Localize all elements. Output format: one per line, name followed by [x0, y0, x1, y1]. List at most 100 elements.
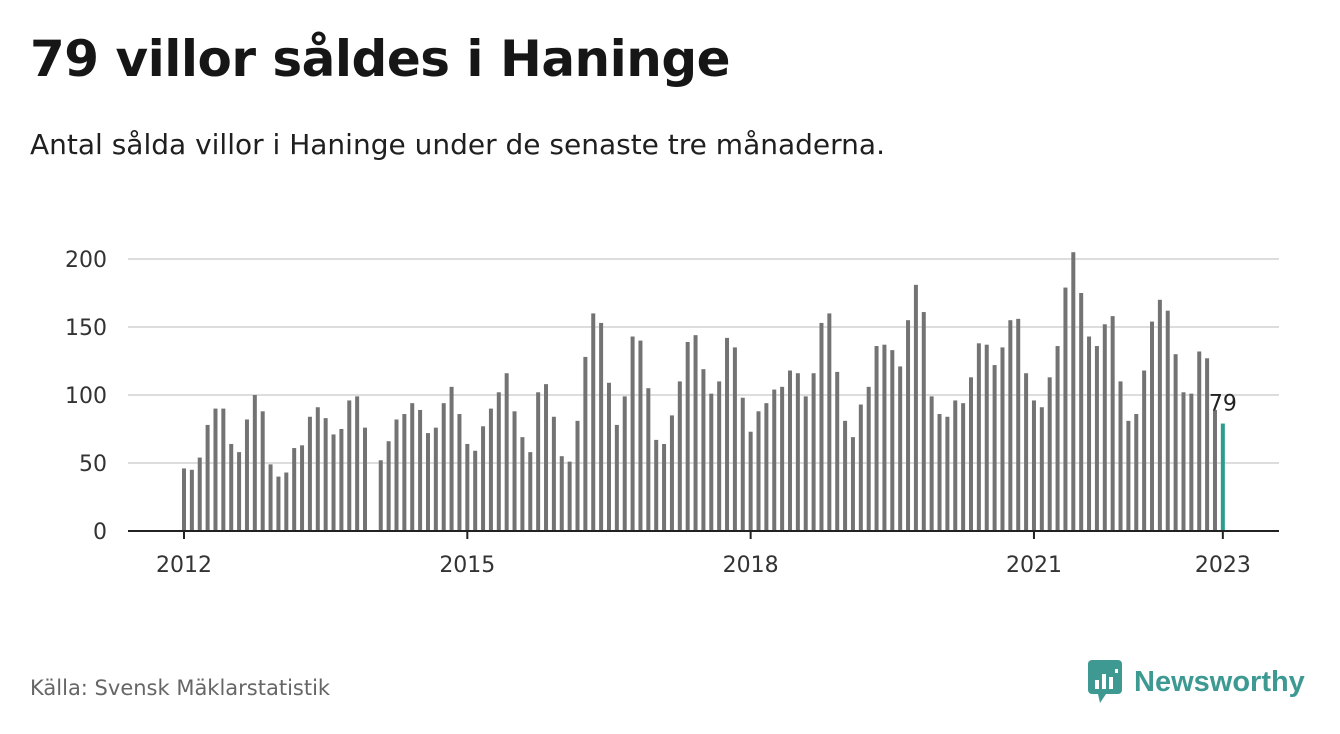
bar [780, 386, 785, 531]
bar [1016, 318, 1021, 531]
bar [292, 448, 297, 531]
bar [756, 411, 761, 531]
bar [945, 416, 950, 531]
bar [606, 382, 611, 531]
bar [1189, 393, 1194, 531]
bar [882, 344, 887, 531]
brand-logo[interactable]: Newsworthy [1088, 660, 1305, 704]
bar [669, 415, 674, 531]
bar [575, 420, 580, 531]
bar [355, 396, 360, 531]
bar [268, 464, 273, 531]
bar [363, 427, 368, 531]
bar [583, 356, 588, 531]
bar [811, 373, 816, 531]
bar [1063, 287, 1068, 531]
bar [748, 431, 753, 531]
bar [189, 469, 194, 531]
bar [410, 403, 415, 531]
bar [1165, 310, 1170, 531]
bar [1212, 409, 1217, 531]
bar [315, 407, 320, 531]
bar [229, 443, 234, 531]
bar [685, 341, 690, 531]
bar [976, 343, 981, 531]
bar [614, 424, 619, 531]
bar [819, 322, 824, 531]
bar [276, 476, 281, 531]
bar [504, 373, 509, 531]
bar [772, 389, 777, 531]
bar [913, 284, 918, 531]
bar [725, 337, 730, 531]
bar [646, 388, 651, 531]
bar [858, 404, 863, 531]
bar [693, 335, 698, 531]
bar [260, 411, 265, 531]
bar [850, 437, 855, 531]
bar [488, 408, 493, 531]
bar [339, 429, 344, 531]
bar [449, 386, 454, 531]
bar [984, 344, 989, 531]
bar [544, 384, 549, 531]
bar [1197, 351, 1202, 531]
y-tick-label: 50 [79, 452, 107, 477]
bar [418, 409, 423, 531]
bar [709, 393, 714, 531]
bar [1087, 336, 1092, 531]
bar [961, 403, 966, 531]
bar [1031, 400, 1036, 531]
source-note: Källa: Svensk Mäklarstatistik [30, 676, 331, 700]
bar [787, 370, 792, 531]
bar [473, 450, 478, 531]
brand-name: Newsworthy [1134, 665, 1305, 698]
bar [496, 392, 501, 531]
bar [182, 468, 186, 531]
bar [394, 419, 399, 531]
chart-subtitle: Antal sålda villor i Haninge under de se… [30, 128, 885, 161]
bar [1142, 370, 1147, 531]
bar [205, 424, 210, 531]
bar [536, 392, 541, 531]
bar [559, 456, 564, 531]
bar [1110, 316, 1115, 531]
bar [1047, 377, 1052, 531]
bar [441, 403, 446, 531]
bar [300, 445, 305, 531]
bar [1126, 420, 1131, 531]
bar [764, 403, 769, 531]
bar [630, 336, 635, 531]
bar [591, 313, 596, 531]
highlight-bar [1220, 423, 1225, 531]
bar [433, 427, 438, 531]
chart-title: 79 villor såldes i Haninge [30, 30, 731, 88]
y-tick-label: 200 [65, 248, 107, 273]
bar [732, 347, 737, 531]
bar [969, 377, 973, 531]
bar [244, 419, 249, 531]
bar [795, 373, 800, 531]
y-tick-label: 0 [93, 520, 107, 545]
bar [512, 411, 517, 531]
bar [221, 408, 226, 531]
bar [378, 460, 383, 531]
bar [843, 420, 848, 531]
x-tick-label: 2023 [1195, 553, 1251, 578]
x-tick-label: 2015 [439, 553, 495, 578]
bar [599, 322, 604, 531]
bar [252, 395, 257, 531]
bar [1055, 346, 1060, 531]
bar [528, 452, 533, 531]
bar-chart: 0 50 100 150 200 79 2012 2015 2018 2021 2023 [65, 248, 1279, 578]
bar [874, 346, 879, 531]
bar [740, 397, 745, 531]
bar [307, 416, 312, 531]
bar [1000, 347, 1005, 531]
bar [1102, 324, 1107, 531]
bar [1008, 320, 1013, 531]
bar [347, 400, 352, 531]
bar [1150, 321, 1155, 531]
y-tick-label: 150 [65, 316, 107, 341]
bar [866, 386, 871, 531]
